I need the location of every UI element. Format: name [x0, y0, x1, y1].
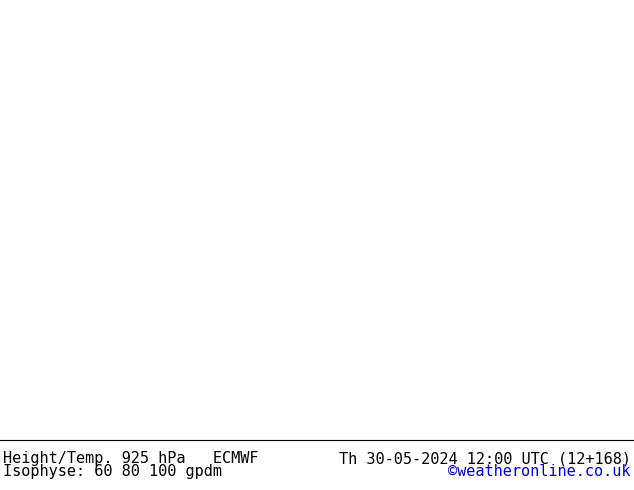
Text: Height/Temp. 925 hPa   ECMWF: Height/Temp. 925 hPa ECMWF [3, 451, 259, 466]
Text: Th 30-05-2024 12:00 UTC (12+168): Th 30-05-2024 12:00 UTC (12+168) [339, 451, 631, 466]
Text: Isophyse: 60 80 100 gpdm: Isophyse: 60 80 100 gpdm [3, 464, 222, 479]
Text: ©weatheronline.co.uk: ©weatheronline.co.uk [448, 464, 631, 479]
